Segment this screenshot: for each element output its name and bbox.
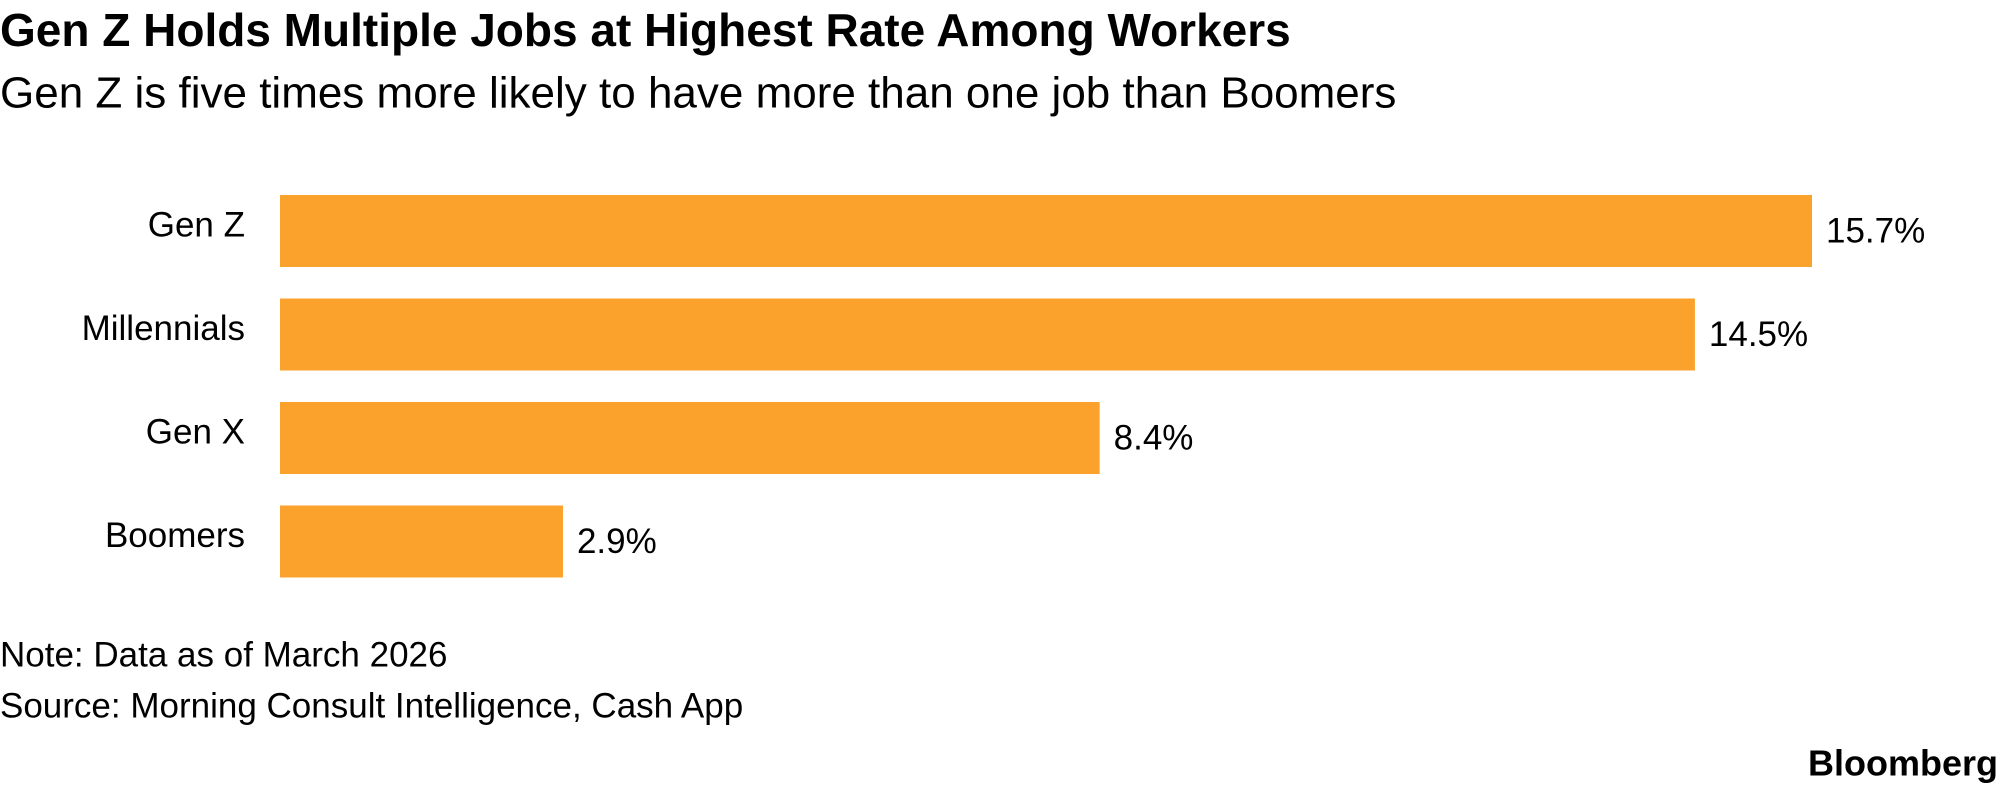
- source: Source: Morning Consult Intelligence, Ca…: [0, 686, 743, 725]
- y-tick-label: Gen Z: [148, 205, 245, 244]
- note: Note: Data as of March 2026: [0, 635, 447, 674]
- y-tick-label: Gen X: [146, 412, 245, 451]
- y-tick-label: Millennials: [82, 309, 245, 348]
- data-label: 2.9%: [577, 522, 657, 561]
- data-label: 15.7%: [1826, 211, 1925, 250]
- bar: [280, 298, 1695, 371]
- chart-subtitle: Gen Z is five times more likely to have …: [0, 69, 1396, 118]
- y-tick-label: Boomers: [105, 516, 245, 555]
- credit: Bloomberg: [1808, 743, 1998, 784]
- data-label: 14.5%: [1709, 315, 1808, 354]
- bar: [280, 505, 563, 578]
- bar: [280, 402, 1100, 474]
- data-label: 8.4%: [1114, 418, 1194, 457]
- bar: [280, 195, 1812, 267]
- chart-title: Gen Z Holds Multiple Jobs at Highest Rat…: [0, 4, 1291, 56]
